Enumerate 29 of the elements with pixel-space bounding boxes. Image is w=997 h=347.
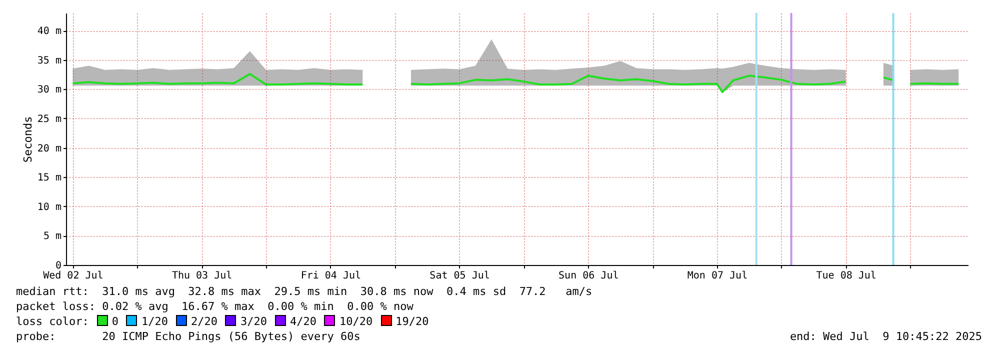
text: 1/20 xyxy=(141,315,168,328)
text: packet loss: 0.02 % avg 16.67 % max 0.00 % min 0.00 % now xyxy=(16,299,414,314)
x-tick-label: Sat 05 Jul xyxy=(430,270,490,282)
text: 0 xyxy=(112,315,118,328)
text: probe: 20 ICMP Echo Pings (56 Bytes) every 60s xyxy=(16,330,360,343)
x-tick-label: Mon 07 Jul xyxy=(687,270,748,282)
text: median rtt: 31.0 ms avg 32.8 ms max 29.5 ms min 30.8 ms now 0.4 ms sd 77.2 am/s xyxy=(16,284,594,299)
x-tick-label: Fri 04 Jul xyxy=(300,270,362,282)
text: 10/20 xyxy=(339,315,373,328)
x-tick-label: Thu 03 Jul xyxy=(172,270,232,282)
y-tick-label: 35 m xyxy=(37,55,62,66)
text: 2/20 xyxy=(190,315,218,328)
y-tick-label: 40 m xyxy=(37,26,62,38)
x-tick-label: Sun 06 Jul xyxy=(558,270,619,282)
text: loss color: xyxy=(16,315,89,328)
y-tick-label: 30 m xyxy=(37,84,62,96)
y-tick-label: 0 xyxy=(55,260,62,272)
x-tick-label: Tue 08 Jul xyxy=(816,270,876,282)
y-tick-label: 5 m xyxy=(43,231,62,242)
text: 4/20 xyxy=(290,315,316,328)
text: 19/20 xyxy=(396,315,429,328)
y-axis-title: Seconds xyxy=(21,116,34,163)
x-tick-label: Wed 02 Jul xyxy=(43,270,104,282)
text: 3/20 xyxy=(240,315,267,328)
y-tick-label: 20 m xyxy=(37,143,62,154)
text: end: Wed Jul 9 10:45:22 2025 xyxy=(790,329,982,344)
y-tick-label: 15 m xyxy=(37,172,62,184)
y-tick-label: 10 m xyxy=(37,202,62,213)
y-tick-label: 25 m xyxy=(37,114,62,125)
